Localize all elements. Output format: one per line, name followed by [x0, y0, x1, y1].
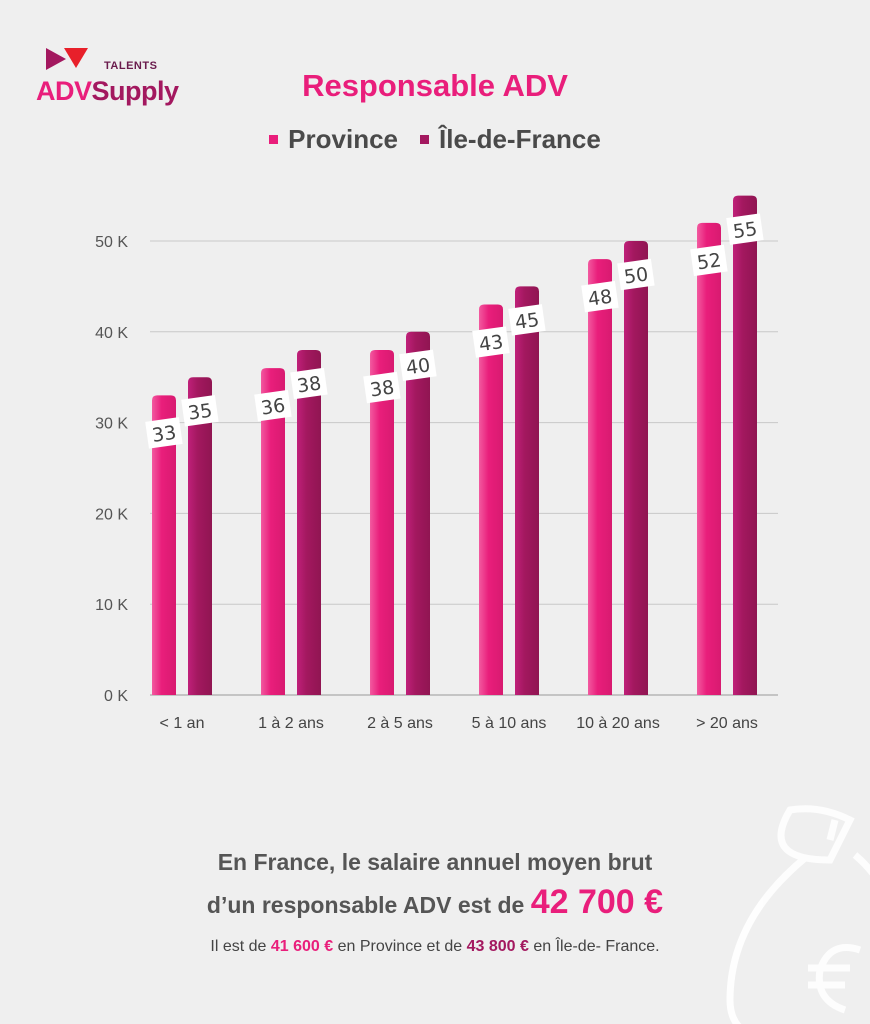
data-label-box	[508, 304, 546, 336]
bar	[697, 222, 721, 695]
data-label-text: 48	[587, 286, 614, 311]
data-label-text: 38	[369, 376, 396, 401]
bar	[152, 395, 176, 695]
data-label-box	[617, 258, 655, 291]
bar	[261, 368, 285, 695]
bar	[624, 241, 648, 695]
data-label-text: 45	[514, 309, 541, 334]
y-tick-label: 50 K	[95, 234, 128, 251]
x-tick-label: 5 à 10 ans	[472, 715, 547, 732]
data-label-text: 50	[623, 263, 650, 288]
bar-chart: 0 K 10 K 20 K 30 K 40 K 50 K 33 35 < 1 an 36 38 1 à…	[95, 195, 778, 732]
data-label: 33	[145, 417, 183, 449]
data-label-box	[399, 349, 437, 382]
data-label-text: 55	[732, 218, 759, 243]
data-label: 55	[726, 213, 764, 245]
data-label-box	[145, 417, 183, 449]
data-label-box	[472, 326, 510, 358]
legend-swatch	[420, 135, 429, 144]
legend-idf: Île-de-France	[420, 124, 601, 155]
data-label-text: 35	[187, 400, 214, 425]
data-label: 52	[690, 244, 728, 277]
idf-salary: 43 800 €	[466, 938, 529, 955]
data-label: 40	[399, 349, 437, 382]
data-label-box	[181, 394, 219, 427]
data-label: 38	[290, 367, 328, 400]
bar	[479, 304, 503, 695]
data-label: 36	[254, 389, 292, 422]
bar	[406, 331, 430, 695]
y-tick-label: 20 K	[95, 506, 128, 523]
data-label: 50	[617, 258, 655, 291]
data-label-text: 33	[151, 422, 178, 447]
bar	[515, 286, 539, 695]
summary-line1: En France, le salaire annuel moyen brut	[217, 849, 653, 875]
data-label: 48	[581, 280, 619, 313]
y-tick-label: 30 K	[95, 416, 128, 433]
x-tick-label: < 1 an	[160, 715, 205, 732]
data-label-text: 52	[696, 249, 723, 274]
logo-wordmark: ADVSupply	[36, 76, 179, 106]
legend: Province Île-de-France	[0, 124, 870, 155]
legend-swatch	[269, 135, 279, 144]
data-label-text: 38	[296, 372, 323, 397]
bar	[733, 195, 757, 695]
y-tick-label: 0 K	[104, 688, 128, 705]
logo-triangles-icon	[46, 48, 88, 70]
bar	[370, 349, 394, 695]
data-label-box	[581, 280, 619, 313]
x-tick-label: 10 à 20 ans	[576, 715, 660, 732]
x-tick-label: 1 à 2 ans	[258, 715, 324, 732]
data-label-text: 36	[260, 395, 287, 420]
summary: En France, le salaire annuel moyen brut …	[0, 842, 870, 925]
data-label-box	[690, 244, 728, 277]
logo-talents: TALENTS	[104, 60, 158, 72]
average-salary: 42 700 €	[530, 883, 664, 921]
bar	[588, 259, 612, 695]
data-label-box	[254, 389, 292, 422]
data-label: 43	[472, 326, 510, 358]
x-tick-label: > 20 ans	[696, 715, 758, 732]
data-label-box	[726, 213, 764, 245]
data-label: 35	[181, 394, 219, 427]
chart-title: Responsable ADV	[302, 68, 568, 103]
logo: TALENTS ADVSupply	[36, 48, 186, 112]
data-label: 38	[363, 371, 401, 404]
x-tick-label: 2 à 5 ans	[367, 715, 433, 732]
money-bag-icon	[726, 805, 870, 1024]
y-tick-label: 40 K	[95, 325, 128, 342]
data-label-box	[363, 371, 401, 404]
summary-line2: d’un responsable ADV est de 42 700 €	[206, 883, 664, 921]
data-label-box	[290, 367, 328, 400]
data-label-text: 40	[405, 354, 432, 379]
data-label: 45	[508, 304, 546, 336]
y-tick-label: 10 K	[95, 597, 128, 614]
detail-text: Il est de 41 600 € en Province et de 43 …	[210, 938, 660, 955]
legend-province: Province	[269, 124, 398, 155]
bar	[297, 349, 321, 695]
province-salary: 41 600 €	[270, 938, 334, 955]
data-label-text: 43	[478, 331, 505, 356]
legend-label: Province	[288, 124, 398, 154]
legend-label: Île-de-France	[439, 124, 601, 154]
bar	[188, 377, 212, 695]
